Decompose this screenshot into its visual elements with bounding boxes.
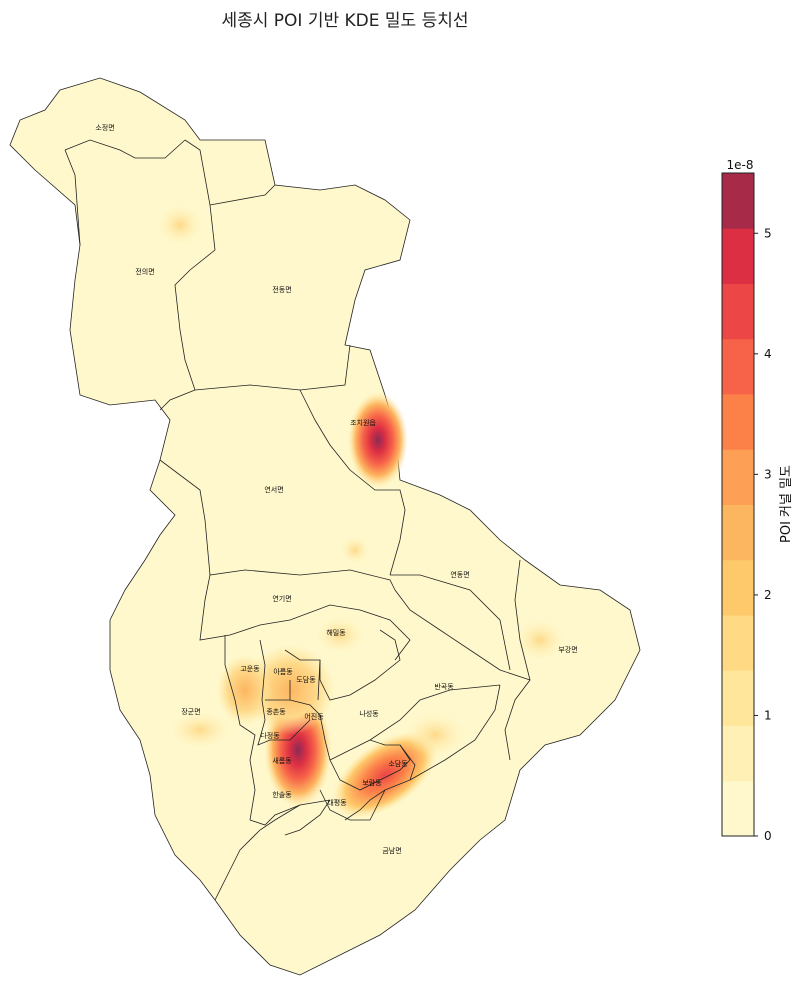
label-sojeong: 소정면 [95,123,114,132]
label-janggun: 장군면 [181,707,200,716]
kde-area-jeonui [158,205,202,245]
label-yeonseo: 연서면 [264,485,283,494]
label-bangok: 반곡동 [434,682,454,691]
label-jochiwon: 조치원읍 [350,418,376,427]
label-sodam: 소담동 [388,759,408,768]
city-boundary [9,77,641,976]
label-eojin: 어진동 [304,712,324,721]
label-areum: 아름동 [273,667,293,676]
label-goun: 고운동 [240,665,260,673]
label-dodam: 도담동 [296,675,316,684]
colorbar-frame [721,172,755,837]
colorbar-band [722,338,754,395]
label-bugang: 부강면 [558,645,577,654]
kde-area-goun [217,655,273,725]
label-boram: 보람동 [362,779,382,787]
kde-area-janggun [170,712,230,748]
colorbar-multiplier: 1e-8 [727,158,754,172]
colorbar-band [722,504,754,561]
colorbar-bands [722,173,754,837]
district-boundaries [64,139,531,901]
map-title: 세종시 POI 기반 KDE 밀도 등치선 [221,11,469,31]
kde-hotspot-south [332,731,438,819]
colorbar-band [722,228,754,284]
label-naseong: 나성동 [359,709,379,718]
colorbar-band [722,670,754,726]
colorbar-tick-label: 0 [764,829,772,843]
label-daepyeong: 대평동 [327,798,347,807]
colorbar-band [722,725,754,782]
label-jeondong: 전동면 [272,285,291,294]
colorbar-band [722,615,754,671]
colorbar-tick-label: 4 [764,347,772,361]
kde-area-yeonseo [341,536,369,564]
colorbar-band [722,449,754,505]
colorbar-band [722,559,754,616]
label-hansol: 한솔동 [272,790,292,799]
label-jeonui: 전의면 [135,267,154,276]
label-jongchon: 종촌동 [266,707,286,716]
kde-hotspot-jochiwon [348,392,408,488]
kde-area-haemil [316,617,364,653]
label-dajeong: 다정동 [260,731,280,740]
colorbar-band [722,394,754,450]
colorbar-tick-label: 3 [764,467,772,481]
colorbar-ticks: 0 1 2 3 4 5 [754,226,772,843]
colorbar-band [722,283,754,340]
colorbar-tick-label: 2 [764,588,772,602]
colorbar-tick-label: 1 [764,708,772,722]
colorbar-tick-label: 5 [764,226,772,240]
label-yeongi: 연기면 [272,594,291,603]
kde-area-naseong [405,713,465,757]
colorbar-band [722,173,754,229]
colorbar-label: POI 커널 밀도 [779,465,794,543]
label-saerom: 새롬동 [272,756,292,765]
label-yeondong: 연동면 [450,570,469,579]
colorbar-band [722,780,754,837]
kde-area-bugang [516,620,564,660]
label-haemil: 해밀동 [326,628,346,637]
colorbar: 1e-8 0 1 2 3 4 5 POI 커널 밀도 [721,158,794,843]
label-geumnam: 금남면 [382,846,401,855]
district-labels: 소정면 전의면 전동면 조치원읍 연서면 연동면 연기면 부강면 해밀동 고운동… [95,123,577,855]
